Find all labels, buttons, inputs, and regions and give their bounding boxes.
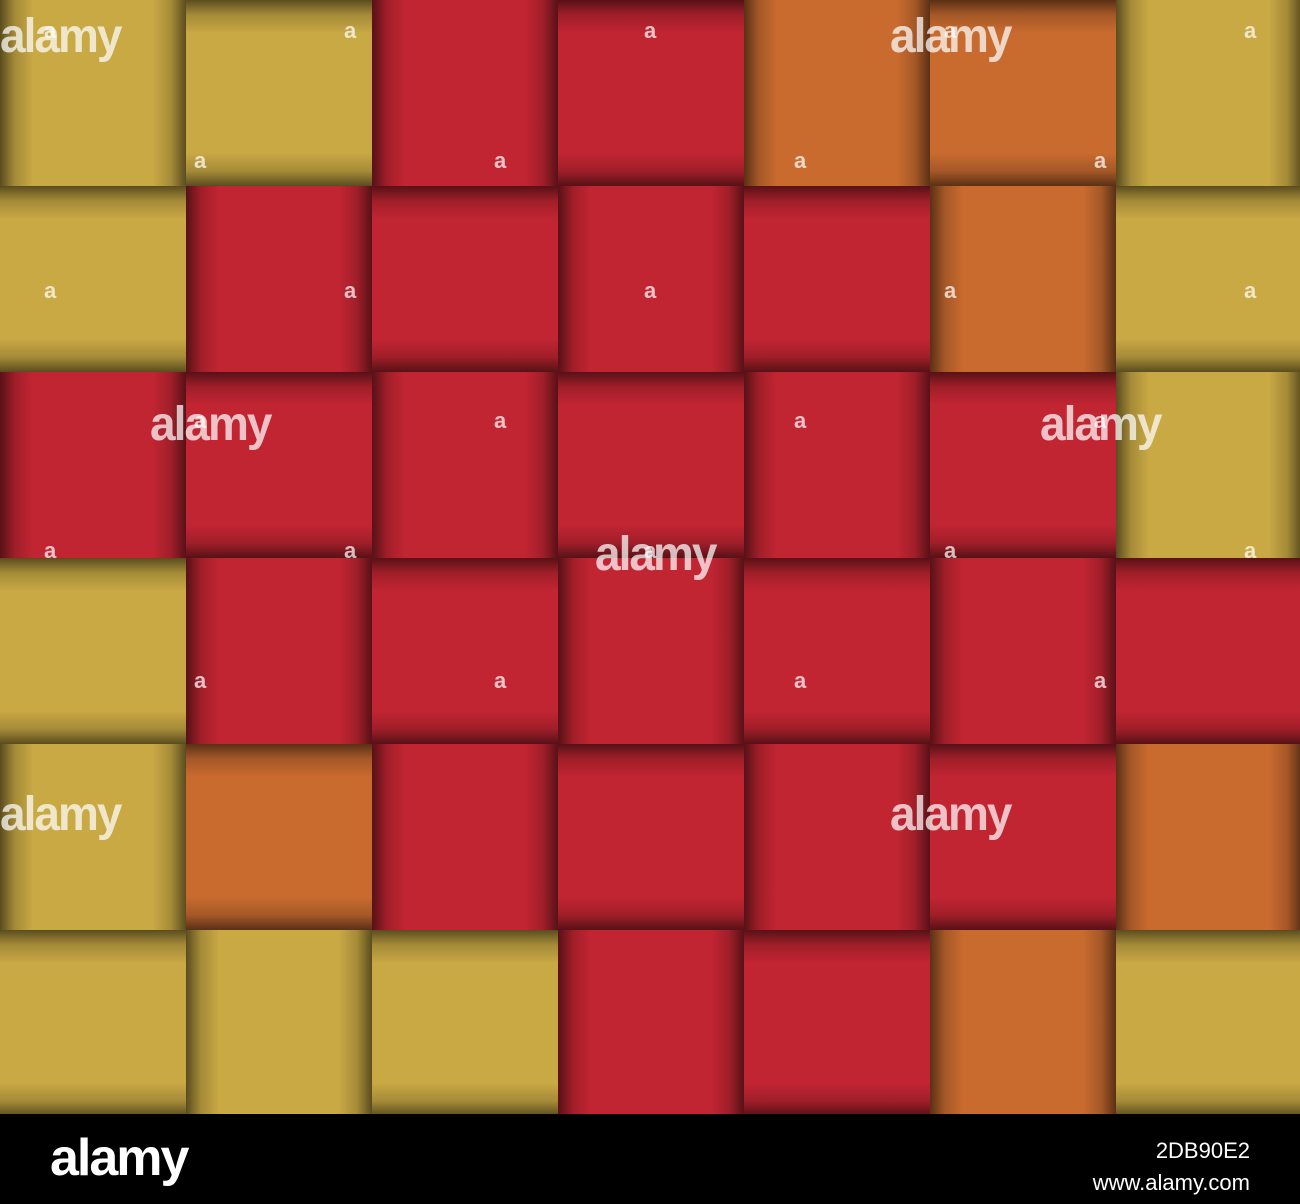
weave-tile	[186, 372, 372, 558]
watermark-mark: a	[794, 148, 807, 173]
weave-tile	[558, 558, 744, 744]
weave-tile	[186, 0, 372, 186]
watermark-mark: a	[944, 278, 957, 303]
weave-tile	[930, 558, 1116, 744]
watermark-mark: a	[194, 148, 207, 173]
weave-tile	[744, 372, 930, 558]
watermark-mark: a	[1244, 278, 1257, 303]
weave-tile	[744, 930, 930, 1114]
watermark-logo: alamy	[595, 525, 717, 581]
weave-tile	[558, 0, 744, 186]
weave-tile	[930, 186, 1116, 372]
weave-tile	[372, 372, 558, 558]
watermark-mark: a	[344, 538, 357, 563]
watermark-logo: alamy	[0, 785, 122, 841]
weave-tile	[558, 930, 744, 1114]
watermark-mark: a	[794, 408, 807, 433]
watermark-logo: alamy	[890, 7, 1012, 63]
watermark-mark: a	[44, 18, 57, 43]
watermark-mark: a	[194, 668, 207, 693]
watermark-mark: a	[1094, 408, 1107, 433]
watermark-mark: a	[944, 538, 957, 563]
weave-tile	[930, 372, 1116, 558]
weave-tile	[930, 0, 1116, 186]
weave-tile	[372, 558, 558, 744]
weave-tile	[930, 744, 1116, 930]
weave-tile	[372, 186, 558, 372]
watermark-logo: alamy	[150, 395, 272, 451]
woven-pattern: a a a a a a a a a a a a a a a a a a a a a a a a a a a alamy alamy ala…	[0, 0, 1300, 1114]
weave-tile	[186, 744, 372, 930]
weave-tile	[186, 186, 372, 372]
watermark-logo: alamy	[0, 7, 122, 63]
watermark-mark: a	[644, 18, 657, 43]
watermark-mark: a	[44, 278, 57, 303]
weave-tile	[744, 558, 930, 744]
watermark-mark: a	[194, 408, 207, 433]
weave-tile	[1116, 558, 1300, 744]
watermark-mark: a	[494, 408, 507, 433]
weave-tile	[186, 558, 372, 744]
weave-tile	[1116, 372, 1300, 558]
weave-tile	[1116, 186, 1300, 372]
watermark-mark: a	[1094, 668, 1107, 693]
weave-tile	[372, 0, 558, 186]
weave-tile	[372, 744, 558, 930]
weave-tile	[0, 930, 186, 1114]
watermark-mark: a	[344, 278, 357, 303]
image-id: 2DB90E2	[1155, 1138, 1250, 1163]
watermark-mark: a	[644, 278, 657, 303]
footer-logo: alamy	[50, 1129, 189, 1187]
weave-tile	[0, 744, 186, 930]
weave-tile	[744, 744, 930, 930]
watermark-mark: a	[494, 148, 507, 173]
weave-tile	[558, 372, 744, 558]
weave-tile	[1116, 930, 1300, 1114]
weave-tile	[930, 930, 1116, 1114]
weave-tile	[0, 0, 186, 186]
weave-tile	[372, 930, 558, 1114]
weave-tile	[1116, 744, 1300, 930]
weave-tile	[744, 0, 930, 186]
footer-url: www.alamy.com	[1092, 1170, 1250, 1195]
weave-tile	[0, 372, 186, 558]
watermark-mark: a	[344, 18, 357, 43]
watermark-mark: a	[944, 18, 957, 43]
watermark-mark: a	[794, 668, 807, 693]
weave-tile	[744, 186, 930, 372]
watermark-logo: alamy	[1040, 395, 1162, 451]
weave-tile	[186, 930, 372, 1114]
weave-tile	[0, 558, 186, 744]
weave-tile	[1116, 0, 1300, 186]
footer-bar: alamy 2DB90E2 www.alamy.com	[0, 1114, 1300, 1204]
watermark-mark: a	[1244, 538, 1257, 563]
watermark-mark: a	[644, 538, 657, 563]
weave-tile	[558, 186, 744, 372]
watermark-mark: a	[1094, 148, 1107, 173]
watermark-mark: a	[494, 668, 507, 693]
watermark-mark: a	[44, 538, 57, 563]
weave-tile	[558, 744, 744, 930]
weave-tile	[0, 186, 186, 372]
watermark-mark: a	[1244, 18, 1257, 43]
watermark-logo: alamy	[890, 785, 1012, 841]
